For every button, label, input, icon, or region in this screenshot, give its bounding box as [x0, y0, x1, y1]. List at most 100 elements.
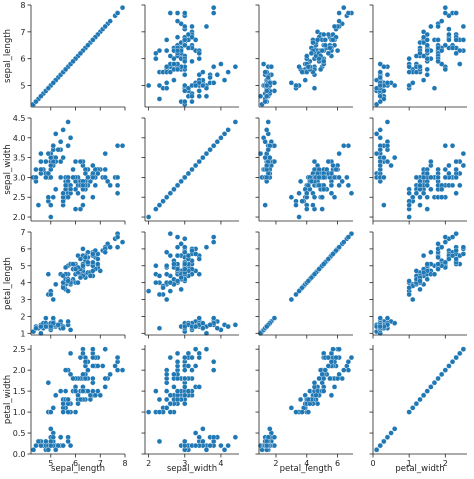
data-point	[164, 296, 170, 303]
data-point	[174, 182, 181, 189]
data-point	[331, 194, 338, 200]
data-point	[221, 77, 228, 83]
data-point	[420, 29, 427, 35]
data-point	[48, 442, 54, 449]
data-point	[174, 359, 181, 365]
data-point	[328, 392, 335, 398]
data-point	[174, 278, 181, 284]
data-point	[218, 442, 224, 449]
data-point	[381, 202, 387, 208]
y-tick-label: 7	[20, 28, 25, 37]
data-point	[171, 384, 177, 390]
data-point	[192, 37, 199, 43]
data-point	[288, 80, 295, 86]
data-point	[174, 266, 181, 272]
data-point	[428, 249, 434, 255]
data-point	[377, 93, 383, 99]
data-point	[182, 174, 188, 181]
data-point	[449, 143, 456, 149]
data-point	[114, 354, 121, 361]
x-tick-label: 2	[443, 459, 448, 468]
data-point	[60, 285, 66, 291]
data-point	[38, 323, 44, 330]
data-point	[171, 261, 177, 267]
data-point	[264, 82, 270, 89]
data-point	[50, 143, 56, 149]
data-point	[33, 166, 39, 173]
x-tick-label: 5	[48, 459, 53, 468]
data-point	[305, 409, 311, 415]
data-point	[211, 359, 217, 365]
data-point	[377, 74, 383, 81]
data-point	[406, 69, 412, 75]
data-point	[182, 375, 188, 382]
data-point	[167, 409, 173, 415]
data-point	[95, 256, 101, 262]
data-point	[182, 236, 188, 242]
data-point	[67, 327, 74, 333]
x-tick-label: 2	[146, 459, 151, 468]
data-point	[262, 98, 268, 105]
data-point	[319, 47, 325, 54]
data-point	[67, 442, 74, 449]
data-point	[207, 322, 213, 328]
data-point	[296, 64, 302, 70]
data-point	[384, 434, 391, 440]
data-point	[413, 53, 420, 59]
data-point	[72, 266, 79, 272]
x-tick-label: 8	[122, 459, 127, 468]
data-point	[296, 190, 302, 196]
data-point	[60, 442, 66, 449]
data-point	[192, 323, 199, 330]
data-point	[218, 135, 224, 141]
data-point	[336, 18, 342, 24]
data-point	[62, 66, 69, 73]
data-point	[377, 98, 383, 105]
data-point	[265, 147, 271, 153]
data-point	[90, 363, 96, 369]
panel-petal_length-vs-sepal_length: 1 2 3 4 5 6 7 petal_length	[3, 228, 126, 339]
data-point	[65, 278, 71, 284]
data-point	[424, 182, 430, 189]
data-point	[305, 182, 311, 189]
data-point	[189, 93, 195, 99]
data-point	[449, 182, 456, 189]
data-point	[211, 10, 217, 16]
data-point	[321, 375, 327, 382]
data-point	[345, 234, 352, 240]
data-point	[417, 64, 423, 70]
data-point	[413, 190, 420, 196]
data-point	[102, 150, 108, 157]
data-point	[325, 354, 332, 361]
data-point	[310, 202, 316, 208]
data-point	[200, 154, 206, 161]
data-point	[328, 170, 335, 177]
panel-petal_length-vs-sepal_width	[141, 231, 239, 339]
data-point	[38, 158, 44, 165]
data-point	[435, 45, 441, 51]
data-point	[299, 198, 305, 204]
data-point	[417, 182, 423, 189]
y-tick-label: 4	[20, 279, 25, 288]
data-point	[439, 244, 445, 250]
data-point	[420, 252, 427, 259]
data-point	[200, 69, 206, 75]
data-point	[90, 162, 96, 169]
data-point	[453, 10, 459, 16]
data-point	[70, 174, 76, 181]
x-axis-label: petal_length	[280, 464, 333, 474]
data-point	[460, 244, 467, 250]
data-point	[373, 447, 380, 453]
data-point	[50, 194, 56, 200]
y-tick-label: 3.0	[13, 173, 26, 182]
y-tick-label: 2	[20, 312, 25, 321]
data-point	[304, 190, 310, 196]
data-point	[225, 127, 231, 133]
data-point	[435, 254, 441, 261]
y-tick-label: 7	[20, 228, 25, 237]
data-point	[442, 5, 448, 11]
data-point	[153, 50, 159, 56]
data-point	[164, 85, 170, 91]
data-point	[75, 401, 81, 407]
data-point	[90, 375, 96, 382]
